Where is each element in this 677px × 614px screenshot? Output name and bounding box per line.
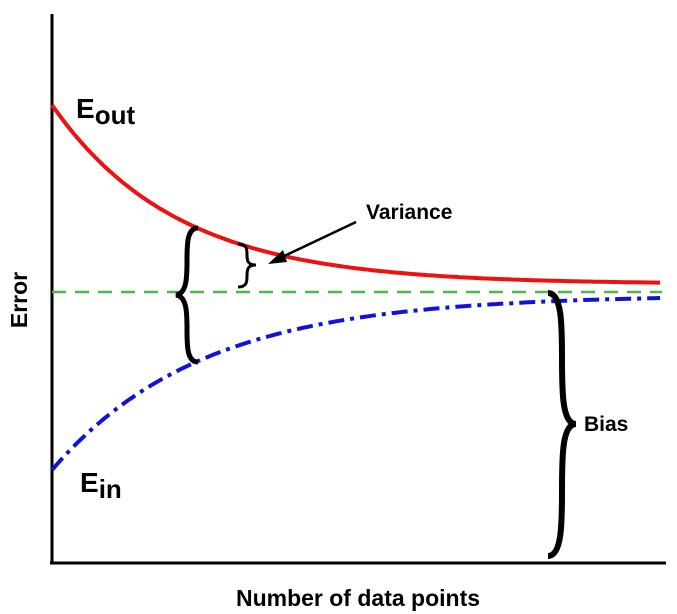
y-axis-label: Error bbox=[6, 272, 32, 328]
e-in-label: Ein bbox=[80, 467, 122, 504]
e-out-symbol: E bbox=[76, 93, 95, 124]
e-in-symbol: E bbox=[80, 467, 99, 498]
bias-brace bbox=[547, 290, 577, 559]
e-out-label: Eout bbox=[76, 93, 135, 130]
variance-brace bbox=[237, 242, 257, 289]
e-in-subscript: in bbox=[99, 474, 122, 504]
bias-label: Bias bbox=[584, 413, 628, 436]
variance-label: Variance bbox=[366, 201, 452, 224]
e-in-curve bbox=[50, 296, 661, 472]
gap-brace bbox=[175, 225, 199, 365]
e-out-curve bbox=[50, 103, 660, 285]
x-axis-label: Number of data points bbox=[236, 585, 480, 611]
variance-arrow bbox=[279, 220, 357, 260]
e-out-subscript: out bbox=[95, 100, 136, 130]
arrow-head bbox=[268, 250, 287, 264]
